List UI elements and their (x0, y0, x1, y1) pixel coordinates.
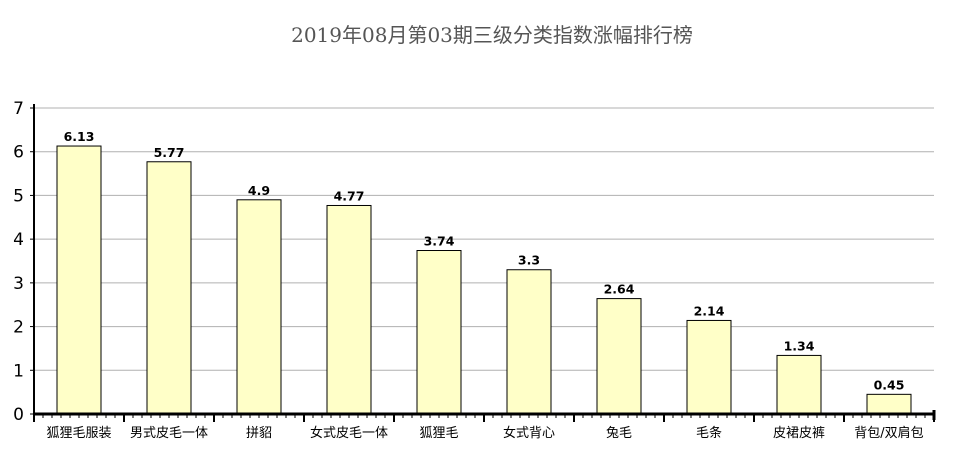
data-label: 3.74 (424, 234, 455, 249)
data-labels: 6.13 5.77 4.9 4.77 3.74 3.3 2.64 2.14 1.34 0.45 (64, 129, 905, 392)
data-label: 4.77 (334, 188, 365, 203)
y-tick-label: 1 (13, 361, 24, 381)
data-label: 5.77 (154, 145, 185, 160)
y-tick-label: 7 (13, 99, 24, 119)
data-label: 6.13 (64, 129, 95, 144)
bar (506, 269, 552, 415)
chart-title: 2019年08月第03期三级分类指数涨幅排行榜 (291, 23, 693, 47)
x-tick-label: 女式背心 (503, 425, 555, 441)
bars (56, 145, 912, 415)
data-label: 2.64 (604, 282, 635, 297)
data-label: 4.9 (248, 183, 270, 198)
bar (776, 354, 822, 415)
y-tick-label: 2 (13, 318, 24, 338)
data-label: 2.14 (694, 303, 725, 318)
y-tick-label: 3 (13, 274, 24, 294)
data-label: 3.3 (518, 253, 540, 268)
bar (56, 145, 102, 415)
axes: 0 1 2 3 4 5 6 7 狐狸毛服装 男式皮毛一体 拼貂 女式皮毛一体 狐狸毛 女式背心 兔毛 毛条 皮裙… (13, 99, 936, 441)
y-tick-label: 6 (13, 143, 24, 163)
y-tick-label: 5 (13, 186, 24, 206)
y-tick-label: 4 (13, 230, 24, 250)
bar (596, 298, 642, 415)
data-label: 0.45 (874, 377, 905, 392)
bar (686, 319, 732, 415)
x-tick-label: 女式皮毛一体 (310, 425, 388, 441)
x-tick-label: 背包/双肩包 (854, 425, 923, 441)
x-tick-label: 毛条 (696, 425, 722, 441)
x-tick-label: 拼貂 (246, 426, 272, 441)
bar (866, 393, 912, 415)
x-tick-label: 狐狸毛服装 (46, 426, 111, 441)
x-tick-label: 狐狸毛 (419, 426, 458, 441)
bar (236, 199, 282, 415)
x-tick-label: 男式皮毛一体 (130, 426, 208, 441)
x-tick-label: 兔毛 (606, 426, 632, 441)
data-label: 1.34 (784, 338, 815, 353)
x-tick-label: 皮裙皮裤 (773, 426, 825, 441)
y-tick-label: 0 (13, 405, 24, 425)
bar (326, 204, 372, 415)
bar (416, 250, 462, 415)
bar (146, 161, 192, 415)
